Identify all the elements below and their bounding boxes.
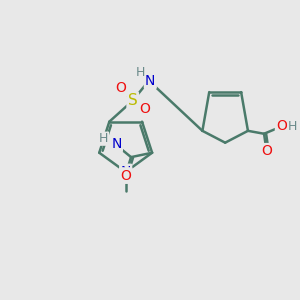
Text: O: O [115, 81, 126, 95]
Text: O: O [261, 144, 272, 158]
Text: O: O [276, 119, 287, 134]
Text: N: N [121, 165, 131, 179]
Text: N: N [145, 74, 155, 88]
Text: H: H [99, 132, 109, 145]
Text: H: H [136, 66, 145, 79]
Text: O: O [140, 102, 151, 116]
Text: N: N [111, 137, 122, 151]
Text: O: O [120, 169, 131, 183]
Text: S: S [128, 93, 138, 108]
Text: H: H [288, 120, 297, 133]
